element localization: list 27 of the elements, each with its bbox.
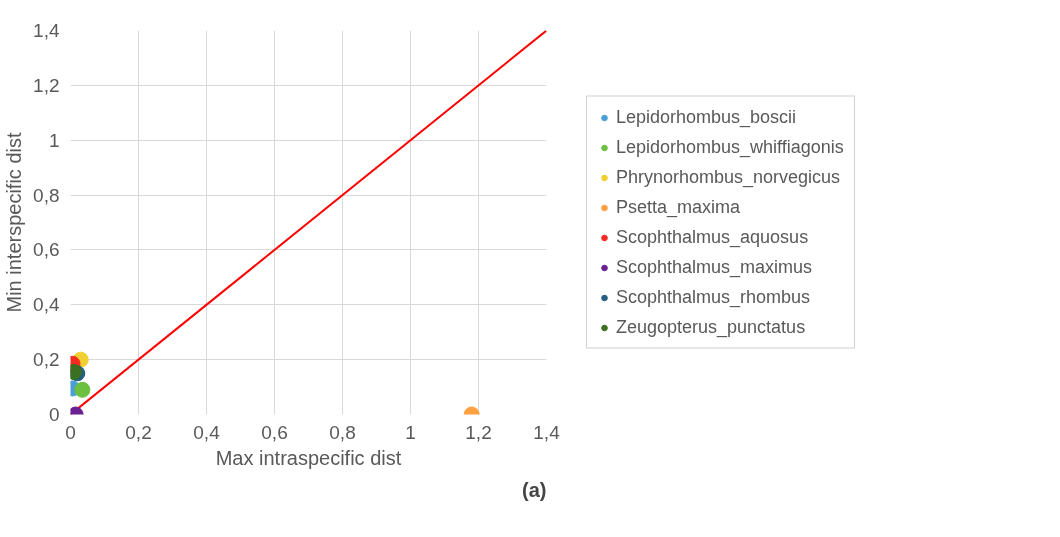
x-tick-label: 0 xyxy=(65,421,76,443)
legend-label: Scophthalmus_aquosus xyxy=(616,226,809,248)
x-tick-label: 1,2 xyxy=(465,421,492,443)
y-tick-label: 0,4 xyxy=(33,294,60,316)
y-tick-label: 0,6 xyxy=(33,239,60,261)
y-tick-label: 0,8 xyxy=(33,184,60,206)
x-tick-label: 0,4 xyxy=(193,421,221,443)
x-tick-label: 1,4 xyxy=(533,421,561,443)
x-tick-label: 0,8 xyxy=(329,421,356,443)
y-tick-label: 1,2 xyxy=(33,74,60,96)
text: (a) xyxy=(522,478,547,501)
legend-label: Zeugopterus_punctatus xyxy=(616,316,806,338)
x-axis-title: Max intraspecific dist xyxy=(215,446,402,469)
y-axis-title: Min interspecific dist xyxy=(3,132,26,313)
legend-label: Lepidorhombus_boscii xyxy=(616,106,797,128)
y-tick-label: 1,4 xyxy=(33,20,60,41)
y-tick-label: 1 xyxy=(48,129,60,151)
legend-label: Psetta_maxima xyxy=(616,196,741,218)
legend-label: Phrynorhombus_norvegicus xyxy=(616,166,841,188)
legend-label: Lepidorhombus_whiffiagonis xyxy=(616,136,844,158)
x-tick-label: 1 xyxy=(405,421,416,443)
y-tick-label: 0 xyxy=(48,404,60,425)
x-tick-label: 0,2 xyxy=(125,421,152,443)
x-tick-label: 0,6 xyxy=(261,421,288,443)
y-tick-label: 0,2 xyxy=(33,349,60,371)
legend-label: Scophthalmus_rhombus xyxy=(616,286,811,308)
legend-label: Scophthalmus_maximus xyxy=(616,256,813,278)
